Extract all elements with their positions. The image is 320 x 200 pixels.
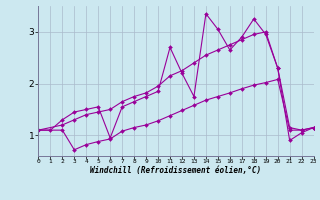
X-axis label: Windchill (Refroidissement éolien,°C): Windchill (Refroidissement éolien,°C) [91,166,261,175]
